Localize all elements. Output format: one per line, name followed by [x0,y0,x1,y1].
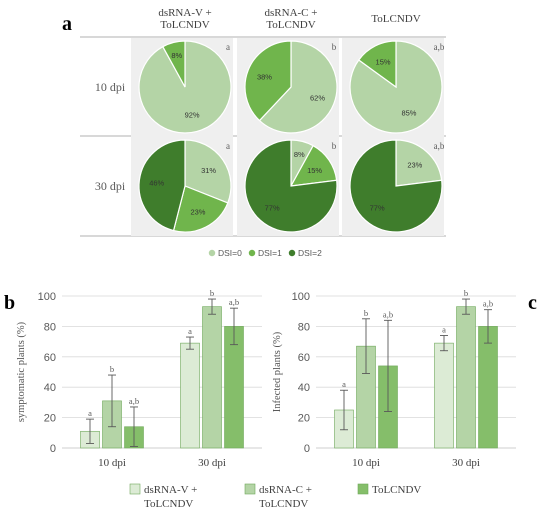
pie-slice-label: 46% [149,178,164,187]
significance-letter: a,b [383,309,393,319]
pie-slice-label: 85% [401,108,416,117]
column-header: dsRNA-C + ToLCNDV [265,7,318,31]
significance-letter: b [332,141,337,151]
pie-slice-label: 23% [407,161,422,170]
legend-label: DSI=1 [258,248,282,258]
pie-slice-label: 38% [257,73,272,82]
significance-letter: a,b [434,42,445,52]
significance-letter: a [226,141,230,151]
x-tick-label: 30 dpi [198,457,226,469]
row-label: 10 dpi [95,80,126,94]
bar-legend: dsRNA-V + ToLCNDV dsRNA-C + ToLCNDV ToLCNDV [129,483,421,510]
significance-letter: a [442,325,446,335]
legend-label: DSI=0 [218,248,242,258]
bar [180,342,200,449]
pie-slice-label: 31% [201,166,216,175]
significance-letter: b [110,364,114,374]
pie-slice [244,40,292,122]
y-tick-label: 100 [38,291,56,303]
legend-marker [248,249,256,257]
pie-slice [357,40,397,89]
y-tick-label: 20 [298,413,310,425]
legend-label: DSI=2 [298,248,322,258]
bar-chart-symptomatic: 0 20 40 60 80 100 symptomatic plants (%) 10 dpi… [16,288,262,469]
significance-letter: a,b [483,299,493,309]
legend-label: ToLCNDV [372,484,421,496]
y-tick-label: 100 [292,291,310,303]
pie-slice [349,139,443,233]
pie-slice-label: 8% [294,150,305,159]
significance-letter: a [188,326,192,336]
bar [456,306,476,449]
legend-marker [288,249,296,257]
x-tick-label: 10 dpi [352,457,380,469]
pie-slice-label: 62% [310,93,325,102]
y-tick-label: 80 [44,321,56,333]
pie-slice-label: 15% [307,166,322,175]
significance-letter: a [342,379,346,389]
bar [478,326,498,449]
bar [434,342,454,449]
significance-letter: a [88,408,92,418]
pie-slice-label: 8% [171,51,182,60]
column-header: ToLCNDV [371,13,420,25]
pie-slice [172,185,229,233]
pie-slice [244,139,338,233]
x-tick-label: 10 dpi [98,457,126,469]
y-axis-label: symptomatic plants (%) [16,321,27,422]
legend-swatch [129,483,141,495]
significance-letter: a,b [229,297,239,307]
y-tick-label: 60 [298,352,310,364]
legend-marker [208,249,216,257]
panel-label-c: c [528,292,537,314]
panel-label-b: b [4,292,15,314]
pie-slice [258,40,338,134]
significance-letter: a,b [434,141,445,151]
significance-letter: b [210,288,214,298]
row-label: 30 dpi [95,179,126,193]
pie-slice [138,139,186,232]
legend-label: dsRNA-V + ToLCNDV [144,484,197,510]
pie-slice [395,139,443,187]
bar-chart-infected: 0 20 40 60 80 100 Infected plants (%) 10 dpi a b a… [272,288,516,469]
panel-label-a: a [62,13,72,35]
significance-letter: a [226,42,230,52]
y-axis-label: Infected plants (%) [272,331,283,412]
y-tick-label: 0 [304,443,310,455]
significance-letter: a,b [129,396,139,406]
bar [202,306,222,449]
pie-slice [162,40,186,88]
y-tick-label: 80 [298,321,310,333]
legend-label: dsRNA-C + ToLCNDV [259,484,312,510]
y-tick-label: 40 [44,382,56,394]
pie-chart-panel: dsRNA-V + ToLCNDV dsRNA-C + ToLCNDV ToLCNDV 1… [80,7,446,258]
y-tick-label: 40 [298,382,310,394]
pie-slice-label: 92% [185,111,200,120]
significance-letter: b [464,288,468,298]
pie-slice [184,139,232,204]
significance-letter: b [332,42,337,52]
legend-swatch [244,483,256,495]
significance-letter: b [364,308,368,318]
pie-slice-label: 23% [190,207,205,216]
y-tick-label: 0 [50,443,56,455]
y-tick-label: 60 [44,352,56,364]
x-tick-label: 30 dpi [452,457,480,469]
legend-swatch [357,483,369,495]
column-header: dsRNA-V + ToLCNDV [158,7,211,31]
pie-slice-label: 77% [370,203,385,212]
pie-slice-label: 15% [376,58,391,67]
pie-slice-label: 77% [265,203,280,212]
y-tick-label: 20 [44,413,56,425]
